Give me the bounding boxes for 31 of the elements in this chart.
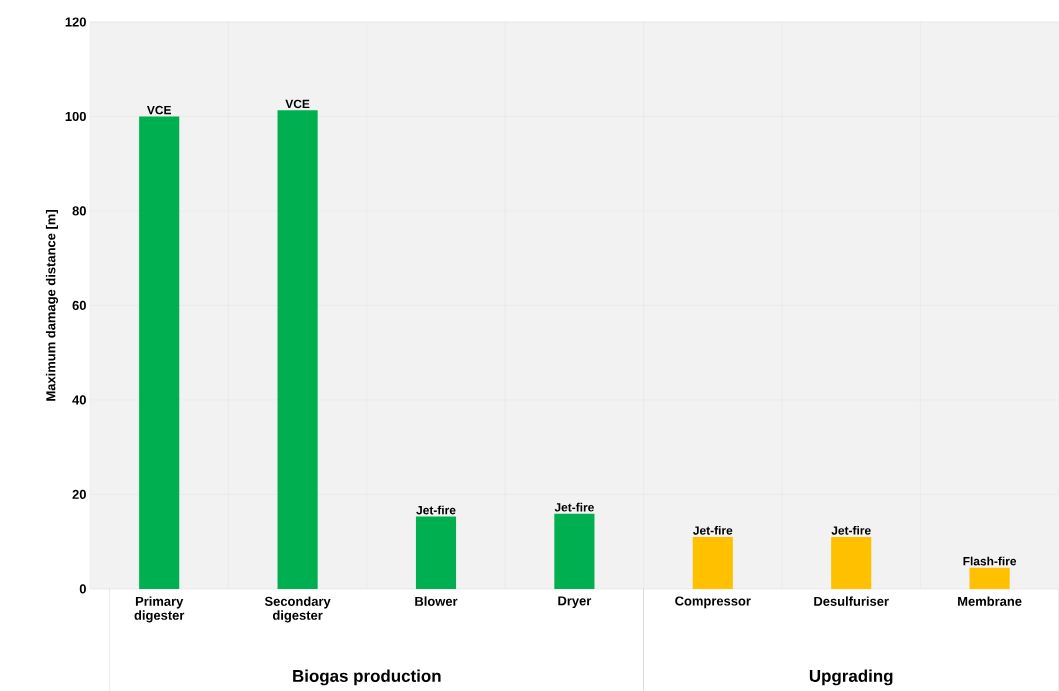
data-label: Jet-fire — [693, 525, 733, 535]
y-tick-label: 20 — [72, 489, 86, 499]
data-label: VCE — [285, 99, 310, 109]
y-axis-title: Maximum damage distance [m] — [45, 210, 59, 401]
bar — [554, 513, 595, 589]
data-label: Jet-fire — [554, 502, 594, 512]
x-tick-label: Membrane — [958, 596, 1022, 606]
y-tick-label: 120 — [65, 17, 86, 27]
text: Biogas production — [293, 669, 441, 686]
x-tick-label: Dryer — [558, 596, 592, 608]
x-tick-label: Secondary digester — [264, 596, 331, 623]
y-tick-label: 100 — [65, 111, 86, 122]
y-tick-label: 80 — [72, 206, 86, 216]
y-tick-label: 60 — [72, 300, 86, 310]
data-label: VCE — [146, 105, 172, 115]
data-label: Flash-fire — [963, 556, 1017, 566]
y-tick-label: 40 — [72, 395, 86, 405]
bar — [831, 536, 872, 589]
data-label: Jet-fire — [831, 525, 871, 535]
x-tick-label: Primary digester — [134, 596, 185, 623]
bar — [277, 110, 318, 589]
bar — [692, 536, 733, 589]
y-tick-label: 0 — [79, 584, 86, 594]
bar — [969, 567, 1010, 589]
bar — [415, 516, 457, 589]
x-tick-label: Compressor — [675, 596, 751, 609]
bar — [139, 116, 180, 589]
data-label: Jet-fire — [416, 505, 456, 515]
text: Upgrading — [809, 669, 893, 686]
x-tick-label: Blower — [415, 596, 458, 606]
x-tick-label: Desulfuriser — [814, 596, 889, 606]
